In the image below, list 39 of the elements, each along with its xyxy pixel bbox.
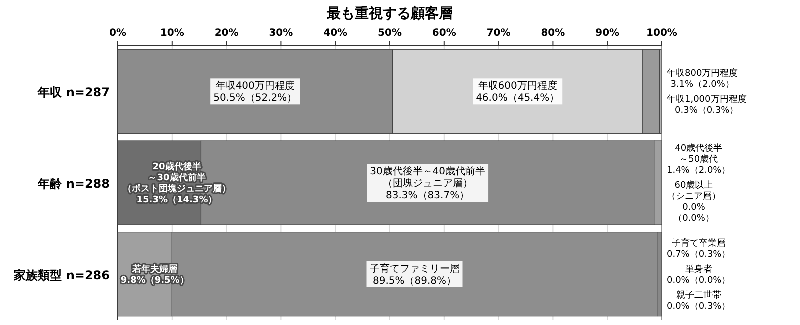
series-label: 子育てファミリー層 bbox=[370, 262, 460, 275]
data-label: 46.0%（45.4%） bbox=[476, 93, 560, 104]
series-label: 年収400万円程度 bbox=[216, 80, 295, 92]
x-tick-label: 60% bbox=[432, 28, 456, 39]
y-tick-label: 年齢 n=288 bbox=[37, 177, 110, 191]
data-label: 50.5%（52.2%） bbox=[214, 93, 298, 104]
data-label: 0.0%（0.0%） bbox=[667, 276, 731, 286]
data-label: 0.7%（0.3%） bbox=[667, 250, 731, 260]
series-label: 単身者 bbox=[685, 264, 712, 275]
series-label: 年収1,000万円程度 bbox=[667, 94, 747, 106]
data-label: 0.0%（0.3%） bbox=[667, 302, 731, 312]
data-label: 15.3%（14.3%） bbox=[136, 196, 218, 206]
x-tick-label: 100% bbox=[646, 28, 678, 39]
x-tick-label: 20% bbox=[214, 28, 239, 39]
data-label: 83.3%（83.7%） bbox=[386, 190, 470, 202]
series-label: 年収600万円程度 bbox=[478, 80, 558, 92]
y-tick-label: 年収 n=287 bbox=[37, 86, 110, 100]
x-tick-label: 50% bbox=[378, 28, 402, 39]
x-tick-label: 10% bbox=[160, 28, 184, 39]
series-label: 40歳代後半～50歳代 bbox=[675, 143, 723, 165]
x-tick-label: 80% bbox=[541, 28, 566, 39]
series-label: 60歳以上（シニア層） bbox=[667, 180, 721, 202]
data-label: 89.5%（89.8%） bbox=[372, 276, 457, 287]
series-label: 20歳代後半～30歳代前半（ポスト団塊ジュニア層） bbox=[123, 162, 231, 194]
data-label: 0.0% （0.0%） bbox=[674, 203, 714, 224]
data-label: 0.3%（0.3%） bbox=[675, 106, 739, 116]
x-tick-label: 40% bbox=[324, 28, 348, 39]
series-label: 30歳代後半～40歳代前半（団塊ジュニア層） bbox=[370, 166, 486, 190]
x-tick-label: 0% bbox=[110, 28, 126, 39]
x-tick-label: 90% bbox=[596, 28, 620, 39]
series-label: 子育て卒業層 bbox=[672, 238, 726, 249]
series-label: 親子二世帯 bbox=[676, 290, 722, 301]
data-label: 1.4%（2.0%） bbox=[667, 166, 731, 176]
series-label: 年収800万円程度 bbox=[667, 68, 738, 80]
chart-title: 最も重視する顧客層 bbox=[326, 5, 453, 22]
y-tick-label: 家族類型 n=286 bbox=[13, 268, 110, 282]
x-tick-label: 30% bbox=[269, 28, 294, 39]
data-label: 3.1%（2.0%） bbox=[670, 80, 734, 90]
x-tick-label: 70% bbox=[486, 28, 511, 39]
